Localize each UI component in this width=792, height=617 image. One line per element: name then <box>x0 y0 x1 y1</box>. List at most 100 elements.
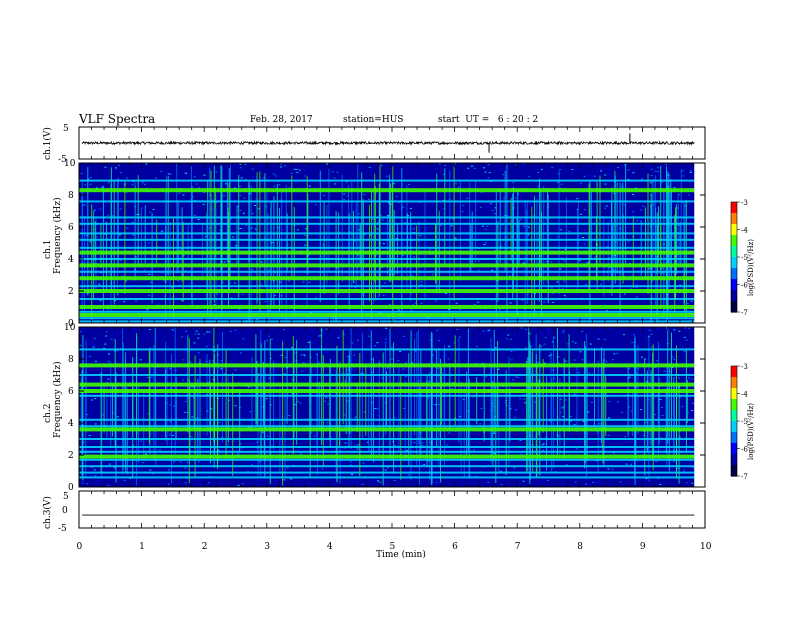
spectrogram-speckle <box>149 281 152 283</box>
spectrogram-speckle <box>265 398 268 400</box>
sferic-line <box>509 388 511 442</box>
spectrogram-speckle <box>685 339 688 341</box>
spectral-band <box>79 438 695 440</box>
spectrogram-speckle <box>205 360 208 362</box>
spectrogram-speckle <box>194 407 197 409</box>
spectrogram-speckle <box>502 408 504 410</box>
spectrogram-speckle <box>307 336 310 338</box>
spectrogram-speckle <box>608 220 611 222</box>
spectrogram-speckle <box>527 226 530 228</box>
spectrogram-speckle <box>193 342 196 344</box>
spectrogram-speckle <box>408 184 410 185</box>
spectrogram-speckle <box>143 269 146 271</box>
colorbar-segment <box>731 290 737 294</box>
spectrogram-speckle <box>485 376 488 378</box>
spectrogram-speckle <box>657 171 660 172</box>
spectrogram-speckle <box>455 272 458 274</box>
spectrogram-speckle <box>80 206 83 208</box>
spectrogram-speckle <box>376 228 379 230</box>
date-label: Feb. 28, 2017 <box>250 115 313 125</box>
spectrogram-speckle <box>159 209 162 211</box>
spectrogram-speckle <box>421 442 424 444</box>
spectrogram-speckle <box>356 481 359 483</box>
spectrogram-speckle <box>82 196 84 198</box>
colorbar-segment <box>731 467 737 472</box>
spectrogram-speckle <box>387 202 390 204</box>
spectral-band <box>79 363 695 368</box>
spectrogram-speckle <box>185 396 188 398</box>
spectrogram-speckle <box>256 479 259 481</box>
spectrogram-speckle <box>188 204 190 206</box>
colorbar-segment <box>731 306 737 310</box>
sferic-line <box>505 370 507 475</box>
spectrogram-speckle <box>683 351 686 353</box>
spectrogram-speckle <box>557 362 560 364</box>
spectrogram-speckle <box>127 186 130 188</box>
sferic-line <box>309 340 311 479</box>
spectrogram-speckle <box>134 330 137 332</box>
spectrogram-speckle <box>462 204 465 206</box>
spectrogram-speckle <box>597 338 599 340</box>
spectrogram-speckle <box>315 204 318 206</box>
spectrogram-speckle <box>111 243 114 244</box>
spectrogram-speckle <box>603 167 606 169</box>
spectrogram-speckle <box>435 474 438 475</box>
spectrogram-speckle <box>337 337 340 339</box>
spectrogram-speckle <box>84 301 87 303</box>
sferic-line <box>263 361 264 425</box>
sferic-line <box>378 360 380 458</box>
sferic-line <box>379 193 381 289</box>
spectrogram-speckle <box>176 198 179 200</box>
spectrogram-speckle <box>393 480 396 481</box>
spectrogram-speckle <box>678 377 680 379</box>
spectrogram-speckle <box>512 379 515 381</box>
spectrogram-speckle <box>237 397 240 399</box>
sferic-line <box>260 372 262 435</box>
spectrogram-speckle <box>616 461 619 462</box>
spectrogram-speckle <box>614 437 616 438</box>
colorbar-segment <box>731 473 737 477</box>
colorbar-segment <box>731 295 737 299</box>
spectrogram-speckle <box>79 331 82 333</box>
spectrogram-speckle <box>304 235 307 236</box>
spectrogram-speckle <box>242 479 245 481</box>
spectrogram-speckle <box>142 207 145 209</box>
spectrogram-speckle <box>542 449 544 451</box>
spectrogram-speckle <box>305 345 308 347</box>
colorbar-segment <box>731 301 737 305</box>
spectrogram-speckle <box>548 213 551 215</box>
sferic-line <box>318 381 320 428</box>
spectrogram-speckle <box>419 175 422 177</box>
colorbar-segment <box>731 202 737 206</box>
spectrogram-speckle <box>270 357 273 359</box>
sferic-line <box>374 186 376 301</box>
start-time-label: start UT = 6 : 20 : 2 <box>438 115 538 125</box>
colorbar-segment <box>731 229 737 233</box>
spectrogram-speckle <box>228 399 231 401</box>
spectrogram-speckle <box>283 165 286 167</box>
spectrogram-speckle <box>498 347 501 349</box>
spectrogram-speckle <box>439 228 442 230</box>
spectrogram-speckle <box>563 296 566 297</box>
spectrogram-speckle <box>112 468 115 469</box>
spectrogram-speckle <box>657 329 660 331</box>
sferic-line <box>585 369 587 438</box>
spectrogram-speckle <box>137 357 140 359</box>
spectrogram-speckle <box>244 163 247 165</box>
spectrogram-speckle <box>543 362 546 364</box>
spectrogram-speckle <box>184 400 187 402</box>
sferic-line <box>339 364 341 447</box>
spectrogram-speckle <box>394 445 397 447</box>
spectrogram-speckle <box>201 449 204 450</box>
spectrogram-speckle <box>358 213 361 215</box>
spectrogram-speckle <box>292 249 295 251</box>
spectrogram-speckle <box>582 344 585 346</box>
sferic-line <box>652 344 654 471</box>
sferic-line <box>266 192 268 300</box>
spectrogram-speckle <box>234 329 237 331</box>
spectrogram-speckle <box>576 198 579 200</box>
spectrogram-speckle <box>123 479 126 481</box>
spectrogram-speckle <box>626 453 628 455</box>
sferic-line <box>255 334 257 425</box>
